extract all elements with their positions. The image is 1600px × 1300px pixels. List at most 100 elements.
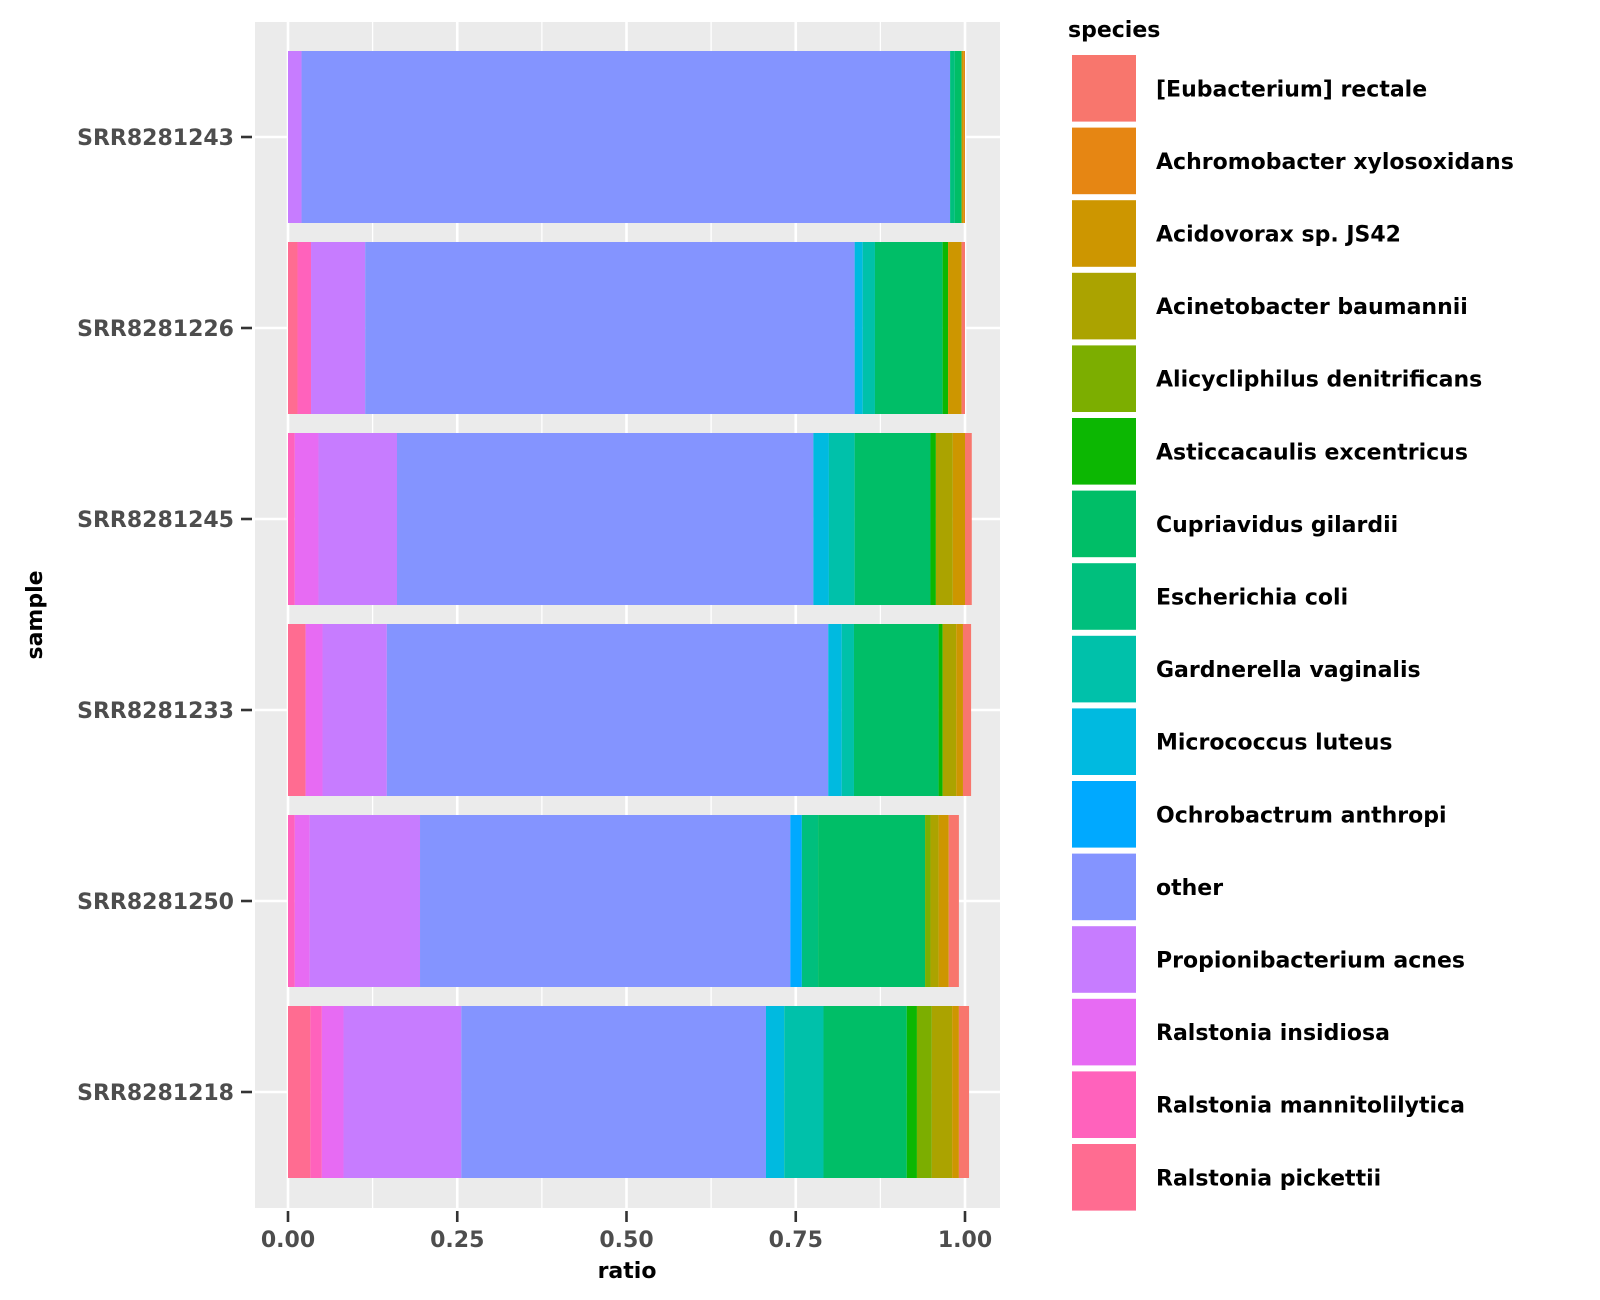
bar-segment xyxy=(942,242,949,414)
bar-segment xyxy=(322,624,387,796)
bars-layer xyxy=(288,51,972,1178)
bar-segment xyxy=(288,624,306,796)
x-tick-label: 0.25 xyxy=(430,1228,484,1253)
legend-label: Achromobacter xylosoxidans xyxy=(1156,150,1514,175)
y-tick-label: SRR8281218 xyxy=(77,1081,234,1106)
bar-segment xyxy=(862,242,875,414)
bar-segment xyxy=(853,624,939,796)
legend-key xyxy=(1070,125,1138,197)
bar-segment xyxy=(950,51,955,223)
x-tick-label: 1.00 xyxy=(938,1228,992,1253)
bar-segment xyxy=(930,433,936,605)
bar-segment xyxy=(321,1006,344,1178)
bar-segment xyxy=(942,624,957,796)
legend: species [Eubacterium] rectale Achromobact… xyxy=(1068,18,1514,1213)
legend-label: Cupriavidus gilardii xyxy=(1156,513,1398,538)
legend-key xyxy=(1070,53,1138,124)
legend-key xyxy=(1070,996,1138,1068)
legend-label: [Eubacterium] rectale xyxy=(1156,77,1427,102)
y-tick-label: SRR8281233 xyxy=(77,699,234,724)
bar-segment xyxy=(765,1006,785,1178)
bar-segment xyxy=(288,1006,311,1178)
legend-key xyxy=(1070,270,1138,342)
bar-segment xyxy=(948,242,962,414)
legend-title: species xyxy=(1068,18,1160,43)
legend-key xyxy=(1070,343,1138,414)
bar-segment xyxy=(952,1006,959,1178)
bar-segment xyxy=(948,815,959,987)
y-axis: SRR8281243 SRR8281226 SRR8281245 SRR8281233… xyxy=(77,126,252,1106)
y-axis-title: sample xyxy=(23,570,48,659)
bar-segment xyxy=(305,624,323,796)
legend-label: Propionibacterium acnes xyxy=(1156,949,1465,974)
x-axis-title: ratio xyxy=(598,1259,657,1284)
bar-segment xyxy=(906,1006,917,1178)
bar-segment xyxy=(952,433,965,605)
bar-segment xyxy=(288,433,295,605)
bar-segment xyxy=(958,1006,970,1178)
bar-segment xyxy=(343,1006,462,1178)
bar-segment xyxy=(961,242,965,414)
bar-segment xyxy=(965,433,972,605)
bar-segment xyxy=(288,242,298,414)
bar-segment xyxy=(294,815,310,987)
bar-segment xyxy=(931,1006,953,1178)
bar-segment xyxy=(318,433,397,605)
bar-segment xyxy=(784,1006,824,1178)
bar-segment xyxy=(828,624,842,796)
legend-label: Micrococcus luteus xyxy=(1156,731,1393,756)
legend-key xyxy=(1070,416,1138,487)
bar-segment xyxy=(925,815,931,987)
bar-segment xyxy=(813,433,829,605)
bar-segment xyxy=(365,242,855,414)
y-tick-label: SRR8281226 xyxy=(77,317,234,342)
x-axis: 0.00 0.25 0.50 0.75 1.00 xyxy=(261,1211,992,1253)
bar-segment xyxy=(828,433,855,605)
bar-segment xyxy=(963,51,965,223)
legend-key xyxy=(1070,1142,1138,1213)
bar-segment xyxy=(916,1006,932,1178)
y-tick-label: SRR8281243 xyxy=(77,126,234,151)
y-tick-label: SRR8281245 xyxy=(77,508,234,533)
legend-label: Alicycliphilus denitrificans xyxy=(1156,368,1482,393)
bar-segment xyxy=(854,433,931,605)
bar-segment xyxy=(935,433,953,605)
legend-key xyxy=(1070,633,1138,705)
legend-key xyxy=(1070,1069,1138,1141)
x-tick-label: 0.75 xyxy=(769,1228,823,1253)
bar-segment xyxy=(954,51,962,223)
bar-segment xyxy=(854,242,863,414)
legend-label: Gardnerella vaginalis xyxy=(1156,658,1421,683)
x-tick-label: 0.00 xyxy=(261,1228,315,1253)
bar-segment xyxy=(301,51,951,223)
legend-label: Ralstonia mannitolilytica xyxy=(1156,1094,1465,1119)
bar-segment xyxy=(461,1006,766,1178)
legend-label: Ralstonia insidiosa xyxy=(1156,1021,1390,1046)
legend-key xyxy=(1070,561,1138,632)
legend-label: other xyxy=(1156,876,1223,901)
legend-key xyxy=(1070,198,1138,269)
legend-items: [Eubacterium] rectale Achromobacter xylos… xyxy=(1070,53,1514,1213)
bar-segment xyxy=(310,1006,322,1178)
bar-segment xyxy=(938,624,943,796)
bar-segment xyxy=(294,433,319,605)
bar-segment xyxy=(396,433,814,605)
bar-segment xyxy=(386,624,829,796)
bar-segment xyxy=(288,51,302,223)
legend-label: Acinetobacter baumannii xyxy=(1156,295,1468,320)
bar-segment xyxy=(823,1006,907,1178)
y-tick-label: SRR8281250 xyxy=(77,890,234,915)
legend-key xyxy=(1070,706,1138,778)
legend-label: Acidovorax sp. JS42 xyxy=(1156,223,1401,248)
bar-segment xyxy=(297,242,312,414)
legend-label: Ralstonia pickettii xyxy=(1156,1166,1381,1191)
bar-segment xyxy=(790,815,802,987)
bar-segment xyxy=(938,815,949,987)
bar-segment xyxy=(801,815,819,987)
bar-segment xyxy=(309,815,421,987)
bar-segment xyxy=(420,815,791,987)
legend-key xyxy=(1070,924,1138,995)
bar-segment xyxy=(874,242,943,414)
legend-label: Escherichia coli xyxy=(1156,586,1348,611)
